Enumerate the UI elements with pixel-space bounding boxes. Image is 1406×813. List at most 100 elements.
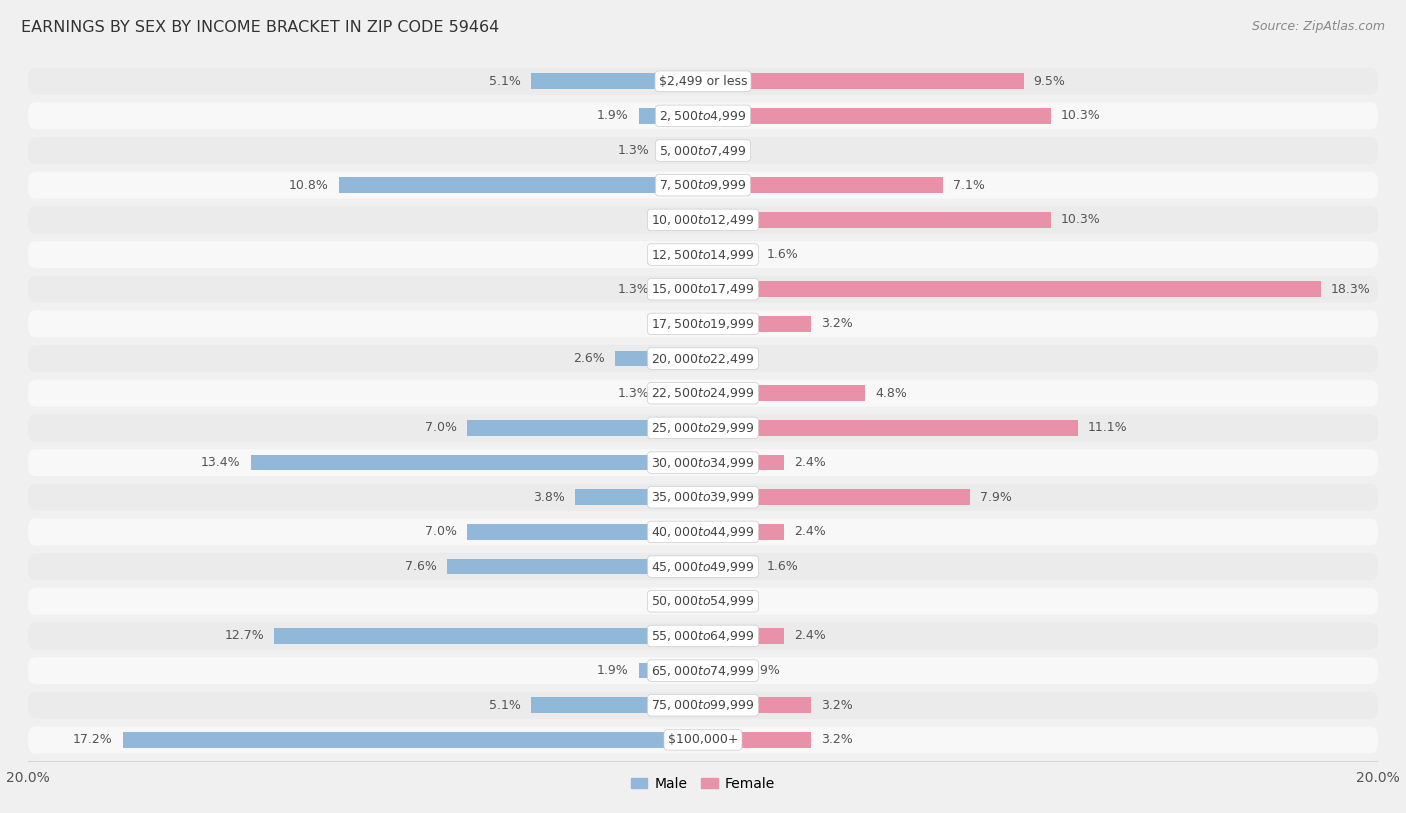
FancyBboxPatch shape (28, 727, 1378, 754)
Text: $7,500 to $9,999: $7,500 to $9,999 (659, 178, 747, 192)
Text: $25,000 to $29,999: $25,000 to $29,999 (651, 421, 755, 435)
Text: 1.3%: 1.3% (617, 387, 650, 400)
Text: 7.6%: 7.6% (405, 560, 436, 573)
Text: 0.0%: 0.0% (713, 352, 745, 365)
FancyBboxPatch shape (28, 623, 1378, 650)
Bar (659, 143, 703, 159)
FancyBboxPatch shape (28, 449, 1378, 476)
Text: 1.3%: 1.3% (617, 144, 650, 157)
Bar (467, 524, 703, 540)
Bar (703, 385, 865, 401)
Bar (339, 177, 703, 193)
Text: 3.8%: 3.8% (533, 491, 565, 504)
Text: 10.3%: 10.3% (1060, 110, 1101, 122)
Text: $17,500 to $19,999: $17,500 to $19,999 (651, 317, 755, 331)
FancyBboxPatch shape (28, 484, 1378, 511)
Bar (274, 628, 703, 644)
FancyBboxPatch shape (28, 67, 1378, 94)
Text: $15,000 to $17,499: $15,000 to $17,499 (651, 282, 755, 296)
Text: EARNINGS BY SEX BY INCOME BRACKET IN ZIP CODE 59464: EARNINGS BY SEX BY INCOME BRACKET IN ZIP… (21, 20, 499, 35)
Bar (703, 524, 785, 540)
Text: 0.0%: 0.0% (713, 595, 745, 608)
Bar (122, 733, 703, 748)
Text: $45,000 to $49,999: $45,000 to $49,999 (651, 559, 755, 574)
Text: 18.3%: 18.3% (1330, 283, 1371, 296)
Text: 1.6%: 1.6% (768, 560, 799, 573)
Text: $65,000 to $74,999: $65,000 to $74,999 (651, 663, 755, 677)
Text: $100,000+: $100,000+ (668, 733, 738, 746)
Bar (703, 73, 1024, 89)
Bar (250, 454, 703, 471)
Bar (659, 281, 703, 297)
Bar (703, 420, 1077, 436)
Text: 13.4%: 13.4% (201, 456, 240, 469)
Text: 1.6%: 1.6% (768, 248, 799, 261)
Text: 7.9%: 7.9% (980, 491, 1011, 504)
Text: $2,499 or less: $2,499 or less (659, 75, 747, 88)
Text: 0.0%: 0.0% (661, 248, 693, 261)
FancyBboxPatch shape (28, 172, 1378, 198)
Bar (703, 733, 811, 748)
Text: $30,000 to $34,999: $30,000 to $34,999 (651, 455, 755, 470)
Bar (703, 489, 970, 505)
FancyBboxPatch shape (28, 311, 1378, 337)
Text: 2.4%: 2.4% (794, 525, 825, 538)
Bar (447, 559, 703, 575)
Text: 1.9%: 1.9% (598, 664, 628, 677)
Text: 10.3%: 10.3% (1060, 213, 1101, 226)
Text: $40,000 to $44,999: $40,000 to $44,999 (651, 525, 755, 539)
Text: 10.8%: 10.8% (288, 179, 329, 192)
Text: 0.0%: 0.0% (661, 317, 693, 330)
Bar (703, 281, 1320, 297)
Bar (703, 698, 811, 713)
Text: $10,000 to $12,499: $10,000 to $12,499 (651, 213, 755, 227)
Text: Source: ZipAtlas.com: Source: ZipAtlas.com (1251, 20, 1385, 33)
Text: 1.9%: 1.9% (598, 110, 628, 122)
Legend: Male, Female: Male, Female (626, 771, 780, 796)
Text: $50,000 to $54,999: $50,000 to $54,999 (651, 594, 755, 608)
Text: 3.2%: 3.2% (821, 317, 853, 330)
Bar (703, 454, 785, 471)
Text: $5,000 to $7,499: $5,000 to $7,499 (659, 144, 747, 158)
Bar (703, 628, 785, 644)
Bar (703, 177, 942, 193)
FancyBboxPatch shape (28, 137, 1378, 164)
Bar (467, 420, 703, 436)
FancyBboxPatch shape (28, 380, 1378, 406)
Bar (659, 385, 703, 401)
Text: $22,500 to $24,999: $22,500 to $24,999 (651, 386, 755, 400)
FancyBboxPatch shape (28, 102, 1378, 129)
Text: 5.1%: 5.1% (489, 699, 520, 711)
FancyBboxPatch shape (28, 657, 1378, 684)
FancyBboxPatch shape (28, 519, 1378, 546)
Bar (703, 246, 756, 263)
Text: 12.7%: 12.7% (225, 629, 264, 642)
Text: 0.0%: 0.0% (661, 595, 693, 608)
Text: 7.0%: 7.0% (425, 525, 457, 538)
Bar (531, 73, 703, 89)
Bar (575, 489, 703, 505)
Text: 7.1%: 7.1% (953, 179, 984, 192)
FancyBboxPatch shape (28, 241, 1378, 268)
Bar (703, 663, 730, 678)
Text: 4.8%: 4.8% (875, 387, 907, 400)
Text: $12,500 to $14,999: $12,500 to $14,999 (651, 247, 755, 262)
FancyBboxPatch shape (28, 692, 1378, 719)
Bar (703, 108, 1050, 124)
Text: 0.0%: 0.0% (713, 144, 745, 157)
Text: 2.4%: 2.4% (794, 456, 825, 469)
FancyBboxPatch shape (28, 415, 1378, 441)
Bar (703, 559, 756, 575)
Text: 0.0%: 0.0% (661, 213, 693, 226)
Text: $2,500 to $4,999: $2,500 to $4,999 (659, 109, 747, 123)
FancyBboxPatch shape (28, 553, 1378, 580)
Text: 2.4%: 2.4% (794, 629, 825, 642)
Text: 3.2%: 3.2% (821, 699, 853, 711)
Text: $75,000 to $99,999: $75,000 to $99,999 (651, 698, 755, 712)
FancyBboxPatch shape (28, 588, 1378, 615)
FancyBboxPatch shape (28, 276, 1378, 302)
Text: $20,000 to $22,499: $20,000 to $22,499 (651, 351, 755, 366)
Text: 17.2%: 17.2% (73, 733, 112, 746)
Bar (638, 663, 703, 678)
Text: 0.79%: 0.79% (740, 664, 780, 677)
